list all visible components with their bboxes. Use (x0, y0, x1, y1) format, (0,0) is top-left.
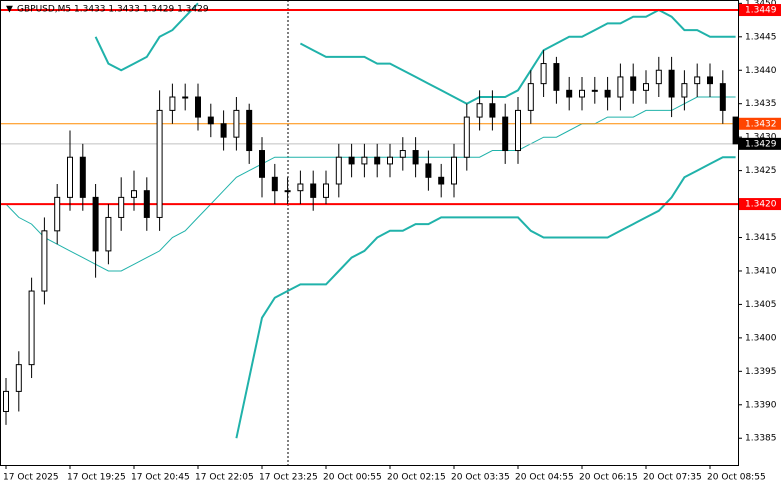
candle-body (246, 109, 253, 152)
x-tick-label: 17 Oct 22:05 (195, 473, 254, 483)
candle-body (540, 63, 547, 85)
candle-body (156, 109, 163, 218)
band-line (5, 96, 736, 272)
y-tick-label: 1.3445 (745, 32, 777, 42)
candle-body (271, 176, 278, 192)
candle-body (41, 230, 48, 292)
candle-body (310, 183, 317, 198)
candle-body (732, 116, 739, 145)
candle-body (28, 290, 35, 366)
candle-body (463, 116, 470, 158)
x-tick-label: 20 Oct 03:35 (451, 473, 510, 483)
candle-body (284, 190, 291, 193)
plot (0, 2, 739, 439)
candle-body (297, 183, 304, 192)
candle-body (348, 156, 355, 165)
candle-body (719, 83, 726, 111)
candle-body (182, 96, 189, 99)
candle-body (323, 183, 329, 198)
x-tick-label: 17 Oct 2025 (3, 473, 59, 483)
candle-body (655, 69, 662, 85)
candle-body (604, 89, 611, 98)
candle-body (707, 76, 713, 85)
candle-body (15, 364, 22, 392)
y-tick-label: 1.3400 (745, 333, 777, 343)
price-box (739, 4, 781, 17)
candle-body (92, 196, 99, 252)
candle-body (515, 109, 521, 152)
x-tick-label: 17 Oct 20:45 (131, 473, 190, 483)
x-tick-label: 17 Oct 23:25 (259, 473, 318, 483)
price-box-label: 1.3420 (745, 200, 777, 210)
candle-body (502, 116, 509, 152)
x-tick-label: 20 Oct 07:35 (643, 473, 702, 483)
triangle: ▼ (6, 5, 13, 15)
y-tick-label: 1.3385 (745, 434, 777, 444)
x-tick-label: 20 Oct 06:15 (579, 473, 638, 483)
candle-body (566, 89, 573, 98)
price-box-label: 1.3432 (745, 119, 777, 129)
candle-body (335, 156, 342, 185)
candle-body (643, 83, 649, 91)
candle-body (131, 190, 137, 198)
candle-body (591, 89, 598, 92)
price-box-label: 1.3429 (745, 139, 777, 149)
candle-body (220, 123, 227, 138)
candle-body (3, 390, 9, 412)
candle-body (387, 156, 393, 165)
x-tick-label: 20 Oct 08:55 (707, 473, 766, 483)
candle-body (681, 83, 688, 98)
x-tick-label: 17 Oct 19:25 (67, 473, 126, 483)
chart-title: GBPUSD,M5 1.3433 1.3433 1.3429 1.3429 (17, 5, 209, 15)
x-tick-label: 20 Oct 04:55 (515, 473, 574, 483)
candle-body (233, 109, 240, 138)
candle-body (54, 196, 61, 232)
x-tick-label: 20 Oct 00:55 (323, 473, 382, 483)
candle-body (207, 116, 214, 125)
y-tick-label: 1.3415 (745, 233, 777, 243)
y-tick-label: 1.3440 (745, 66, 777, 76)
price-box-label: 1.3449 (745, 6, 777, 16)
candle-body (553, 63, 560, 91)
candle-body (118, 196, 125, 218)
candle-body (694, 76, 701, 85)
candle-body (361, 156, 368, 165)
candle-body (169, 96, 176, 111)
band-line (235, 156, 736, 439)
candle-body (579, 89, 585, 98)
candle-body (630, 76, 637, 91)
candle-body (425, 163, 432, 178)
y-tick-label: 1.3425 (745, 166, 777, 176)
candle-body (617, 76, 624, 98)
x-tick-label: 20 Oct 02:15 (387, 473, 446, 483)
y-tick-label: 1.3410 (745, 266, 777, 276)
candle-body (668, 69, 675, 98)
y-tick-label: 1.3395 (745, 367, 777, 377)
candle-body (259, 150, 265, 178)
candle-body (374, 156, 381, 165)
y-tick-label: 1.3435 (745, 99, 777, 109)
candle-body (67, 156, 73, 198)
candle-body (195, 96, 201, 118)
candle-body (105, 216, 112, 252)
candle-body (527, 83, 534, 111)
price-box (739, 198, 781, 211)
plot-border (0, 0, 739, 466)
candle-body (143, 190, 150, 218)
band-line (94, 2, 736, 105)
candle-body (399, 150, 406, 158)
candle-body (451, 156, 457, 185)
y-tick-label: 1.3390 (745, 400, 777, 410)
y-tick-label: 1.3430 (745, 133, 777, 143)
price-box (739, 117, 781, 130)
y-tick-label: 1.3405 (745, 300, 777, 310)
price-box (739, 137, 781, 150)
candle-body (438, 176, 445, 185)
candle-body (412, 150, 419, 165)
candle-body (476, 103, 483, 118)
candle-body (79, 156, 86, 198)
candle-body (489, 103, 496, 118)
